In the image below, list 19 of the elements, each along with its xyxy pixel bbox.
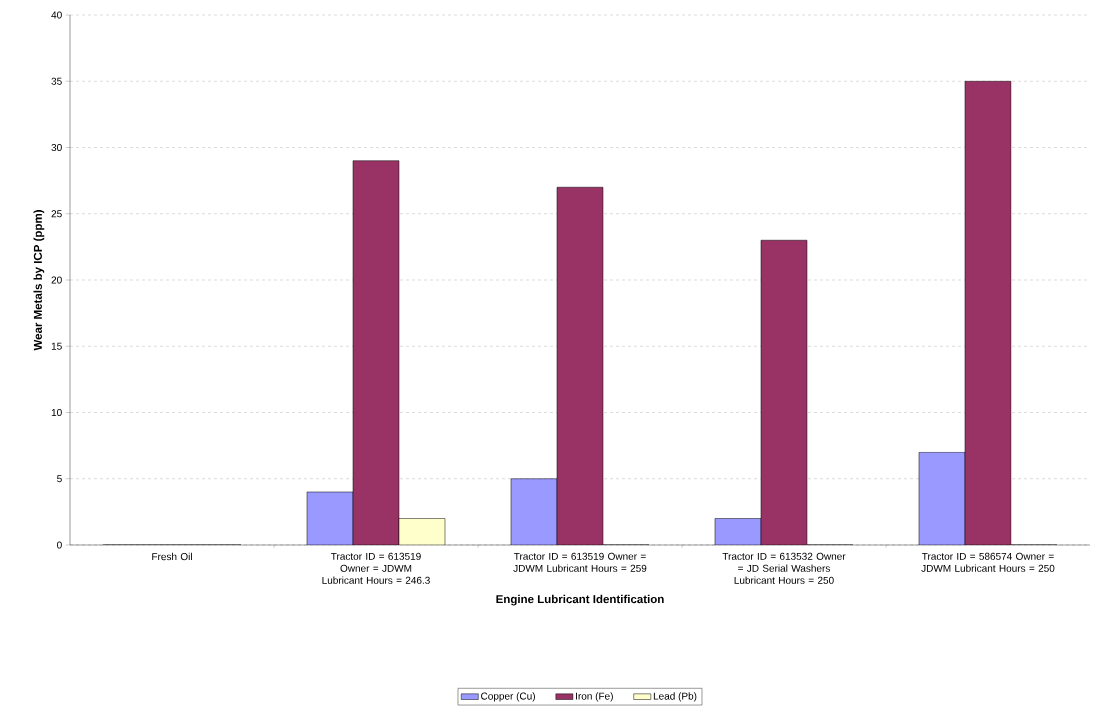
x-tick-label: Tractor ID = 586574 Owner = JDWM Lubricant Hours = 250 xyxy=(921,552,1055,572)
x-tick-label: Tractor ID = 613519 Owner = JDWM Lubricant Hours = 246.3 xyxy=(322,552,430,584)
y-tick-label: 35 xyxy=(51,77,62,85)
y-tick-label: 15 xyxy=(51,342,62,350)
x-tick-label: Tractor ID = 613532 Owner = JD Serial Washers Lubricant Hours = 250 xyxy=(722,552,846,584)
y-tick-label: 30 xyxy=(51,143,62,152)
y-tick-label: 40 xyxy=(51,11,62,19)
legend-label: Copper (Cu) xyxy=(481,692,535,702)
legend-label: Iron (Fe) xyxy=(576,692,613,702)
y-axis-title: Wear Metals by ICP (ppm) xyxy=(33,210,45,351)
x-axis-title: Engine Lubricant Identification xyxy=(496,594,664,606)
y-tick-label: 10 xyxy=(51,408,62,417)
y-tick-label: 25 xyxy=(51,210,62,218)
x-tick-label: Fresh Oil xyxy=(152,552,192,561)
y-tick-label: 5 xyxy=(57,475,62,483)
legend-label: Lead (Pb) xyxy=(653,692,697,702)
y-tick-label: 20 xyxy=(51,276,62,284)
y-tick-label: 0 xyxy=(57,541,62,549)
x-tick-label: Tractor ID = 613519 Owner = JDWM Lubricant Hours = 259 xyxy=(513,552,647,572)
